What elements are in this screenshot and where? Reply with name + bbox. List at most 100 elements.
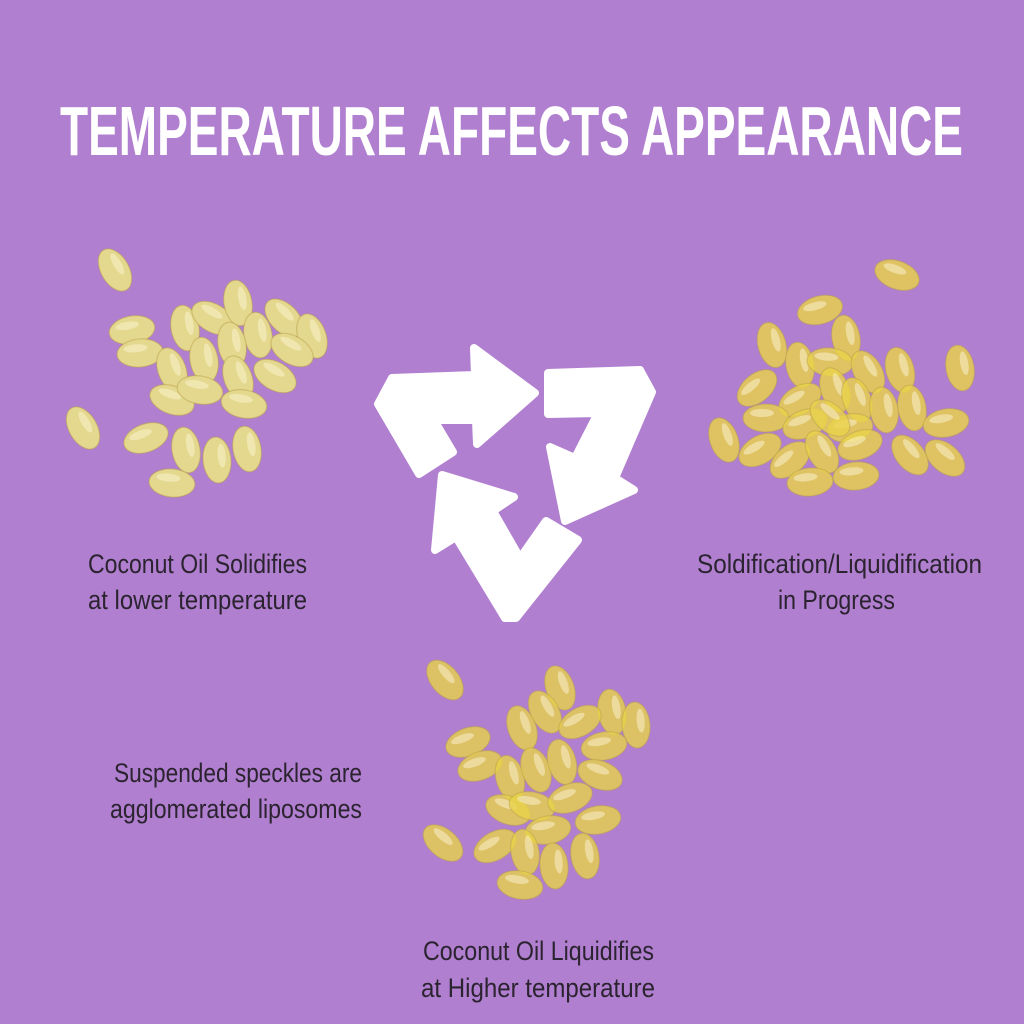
capsule: [232, 425, 262, 473]
page-title: TEMPERATURE AFFECTS APPEARANCE: [60, 92, 963, 170]
capsule-highlight: [184, 311, 194, 336]
capsule-highlight: [110, 253, 125, 275]
capsule-highlight: [553, 789, 576, 801]
capsule: [708, 417, 740, 463]
capsule-highlight: [843, 436, 866, 448]
capsule: [496, 870, 544, 900]
capsule: [558, 704, 602, 740]
solid-label-line2: at lower temperature: [88, 585, 307, 615]
capsule-highlight: [517, 795, 541, 805]
note-line1: Suspended speckles are: [114, 758, 362, 788]
capsule-highlight: [201, 304, 223, 319]
solid-label-line1: Coconut Oil Solidifies: [88, 549, 307, 579]
capsule-highlight: [863, 355, 878, 377]
capsule-highlight: [586, 763, 610, 775]
capsule: [123, 422, 169, 454]
capsule: [738, 432, 782, 468]
capsule: [874, 259, 920, 291]
capsule: [570, 832, 600, 880]
capsule: [426, 659, 464, 701]
capsule: [580, 731, 628, 761]
capsule-highlight: [115, 321, 140, 331]
capsule-highlight: [519, 711, 531, 734]
capsule: [891, 434, 929, 476]
transition-label-line2: in Progress: [778, 585, 895, 615]
capsule-highlight: [854, 383, 866, 406]
capsule-highlight: [185, 379, 209, 389]
capsule-highlight: [845, 321, 855, 346]
capsule: [574, 805, 622, 835]
capsule-highlight: [508, 761, 519, 785]
capsule-highlight: [817, 435, 832, 457]
arrow-right: [544, 366, 656, 525]
capsule: [742, 403, 790, 433]
capsule-highlight: [935, 443, 955, 460]
capsule-highlight: [750, 409, 774, 417]
capsule-highlight: [611, 695, 621, 720]
capsule: [539, 842, 569, 890]
capsule-highlight: [451, 733, 474, 745]
capsule-highlight: [774, 450, 794, 468]
capsule-highlight: [229, 393, 253, 403]
capsule-highlight: [158, 388, 182, 400]
capsule-highlight: [478, 836, 500, 851]
arrow-top: [374, 344, 539, 478]
capsule-highlight: [531, 821, 556, 831]
capsule-highlight: [788, 415, 811, 427]
capsule-highlight: [280, 336, 302, 351]
capsule-highlight: [237, 286, 247, 311]
capsule: [804, 430, 840, 474]
capsule: [223, 279, 253, 327]
capsule-highlight: [203, 343, 213, 368]
capsule-highlight: [587, 737, 612, 747]
capsule-highlight: [929, 414, 954, 424]
capsule-highlight: [309, 319, 321, 342]
capsule: [837, 429, 883, 461]
transition-capsules-image: [708, 259, 975, 497]
capsule-highlight: [839, 467, 864, 476]
capsule-highlight: [911, 391, 921, 416]
capsule: [171, 426, 201, 474]
capsule-highlight: [883, 393, 893, 418]
capsule: [796, 294, 844, 326]
capsule-highlight: [437, 664, 455, 684]
capsule-highlight: [803, 301, 827, 312]
capsule-highlight: [560, 745, 571, 769]
capsule-highlight: [636, 708, 645, 733]
capsule-highlight: [584, 839, 594, 864]
capsule-highlight: [563, 712, 585, 727]
capsule-highlight: [743, 440, 765, 455]
capsule: [736, 369, 778, 407]
liquid-label-line2: at Higher temperature: [421, 973, 655, 1003]
capsule-highlight: [217, 443, 226, 468]
capsule: [897, 384, 927, 432]
arrow-bottom: [431, 471, 582, 622]
capsule-highlight: [433, 828, 453, 845]
capsule-highlight: [898, 353, 909, 377]
capsule-highlight: [902, 439, 920, 459]
capsule-highlight: [524, 835, 534, 860]
capsule-highlight: [820, 403, 840, 420]
note-line2: agglomerated liposomes: [110, 794, 362, 824]
capsule: [270, 332, 314, 368]
capsule: [621, 701, 651, 749]
capsule-highlight: [246, 432, 256, 457]
capsule-highlight: [883, 263, 907, 275]
capsule: [832, 461, 880, 491]
transition-label-line1: Soldification/Liquidification: [697, 549, 982, 579]
capsule-highlight: [799, 348, 809, 373]
capsule-highlight: [129, 429, 152, 441]
capsule-highlight: [783, 390, 805, 405]
capsule-highlight: [263, 362, 285, 377]
capsule-highlight: [123, 344, 148, 353]
capsule-highlight: [257, 318, 267, 343]
capsule-highlight: [235, 361, 247, 384]
capsule-highlight: [770, 328, 781, 352]
capsule-highlight: [533, 753, 545, 776]
capsule-highlight: [793, 473, 818, 482]
liquid-capsules-image: [422, 659, 651, 900]
capsule-highlight: [275, 302, 294, 321]
recycle-cycle-arrows-icon: [374, 344, 656, 622]
capsule-highlight: [554, 849, 563, 874]
